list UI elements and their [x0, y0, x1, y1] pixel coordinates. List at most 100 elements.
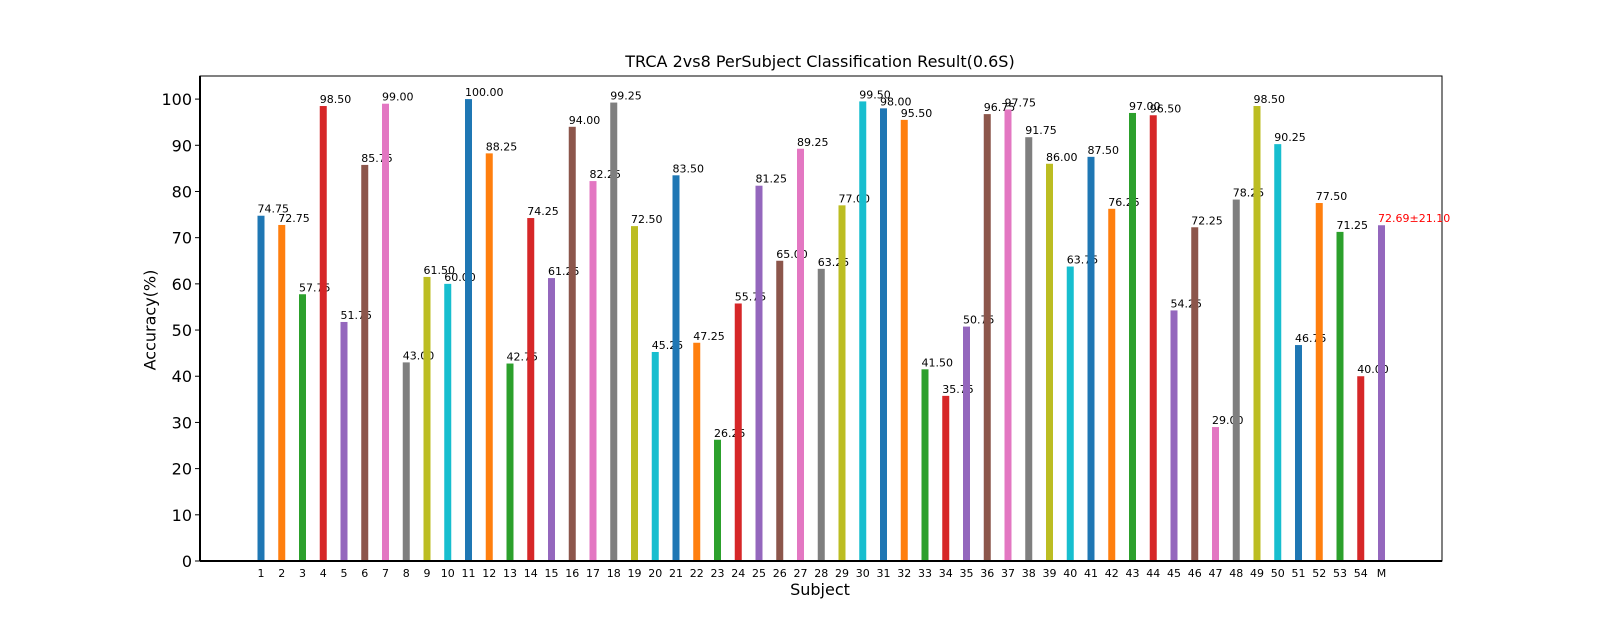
bar	[278, 224, 286, 561]
x-tick-label: 38	[1022, 567, 1036, 580]
data-label: 99.00	[382, 91, 414, 104]
x-tick-label: 25	[752, 567, 766, 580]
data-label: 98.00	[880, 95, 912, 108]
y-axis-label: Accuracy(%)	[140, 269, 160, 371]
bar	[631, 226, 638, 561]
x-tick-label: 54	[1354, 567, 1368, 580]
data-label: 90.25	[1274, 131, 1306, 144]
x-tick-label: 26	[773, 567, 787, 580]
x-tick-label: 35	[960, 567, 974, 580]
bar	[776, 260, 784, 561]
data-label: 61.50	[424, 264, 456, 277]
data-label: 72.69±21.10	[1378, 212, 1450, 225]
x-tick-label: 6	[361, 567, 368, 580]
x-tick-label: 33	[918, 567, 932, 580]
y-tick-label: 30	[172, 413, 192, 432]
x-tick-label: 41	[1084, 567, 1098, 580]
x-tick-label: 51	[1292, 567, 1306, 580]
x-tick-label: 17	[586, 567, 600, 580]
x-axis-label: Subject	[790, 580, 850, 599]
chart-title: TRCA 2vs8 PerSubject Classification Resu…	[625, 52, 1015, 71]
bar	[1378, 225, 1385, 561]
x-tick-label: 39	[1043, 567, 1057, 580]
bar	[900, 119, 908, 561]
bar	[1149, 115, 1157, 561]
x-tick-label: 49	[1250, 567, 1264, 580]
bar	[1129, 112, 1136, 561]
bar	[817, 268, 825, 561]
x-tick-label: 53	[1333, 567, 1347, 580]
x-tick-label: 24	[731, 567, 745, 580]
x-tick-label: 13	[503, 567, 517, 580]
x-tick-label: 36	[980, 567, 994, 580]
data-label: 97.00	[1129, 100, 1161, 113]
bar	[1004, 109, 1012, 561]
bar	[693, 342, 701, 561]
bar	[921, 369, 929, 561]
x-tick-label: M	[1377, 567, 1387, 580]
bar	[672, 175, 680, 562]
x-tick-label: 44	[1146, 567, 1160, 580]
bar	[548, 278, 555, 561]
y-tick-label: 80	[172, 182, 192, 201]
y-tick-label: 100	[161, 90, 192, 109]
bar	[942, 395, 950, 561]
bar	[589, 181, 597, 562]
data-label: 74.25	[527, 205, 559, 218]
x-tick-label: 28	[814, 567, 828, 580]
bar	[1253, 106, 1261, 562]
bar	[444, 283, 452, 561]
x-tick-label: 9	[424, 567, 431, 580]
bar	[1232, 199, 1240, 562]
data-label: 94.00	[569, 114, 601, 127]
data-label: 88.25	[486, 140, 518, 153]
data-label: 100.00	[465, 86, 504, 99]
bar	[610, 102, 618, 562]
bar	[568, 126, 576, 562]
x-tick-label: 43	[1126, 567, 1140, 580]
bar	[340, 321, 348, 561]
x-tick-label: 5	[341, 567, 348, 580]
y-tick-label: 20	[172, 460, 192, 479]
x-tick-label: 46	[1188, 567, 1202, 580]
y-tick-label: 0	[182, 552, 192, 571]
y-tick-label: 90	[172, 136, 192, 155]
x-tick-label: 45	[1167, 567, 1181, 580]
bar	[506, 363, 514, 561]
x-tick-label: 18	[607, 567, 621, 580]
bar	[1066, 266, 1074, 561]
x-tick-label: 50	[1271, 567, 1285, 580]
bar	[402, 362, 410, 561]
x-tick-label: 15	[545, 567, 559, 580]
x-tick-label: 7	[382, 567, 389, 580]
data-label: 96.50	[1150, 102, 1182, 115]
data-label: 95.50	[901, 107, 933, 120]
data-label: 86.00	[1046, 151, 1078, 164]
bar	[1087, 156, 1095, 562]
bar	[1357, 376, 1365, 561]
x-tick-label: 27	[794, 567, 808, 580]
bar	[1025, 137, 1033, 561]
x-tick-label: 29	[835, 567, 849, 580]
data-label: 81.25	[756, 173, 788, 186]
x-tick-label: 12	[482, 567, 496, 580]
data-label: 72.75	[278, 212, 310, 225]
data-label: 97.75	[1005, 96, 1037, 109]
bar	[1191, 227, 1199, 561]
bar	[1108, 208, 1116, 562]
bar	[361, 164, 369, 561]
data-label: 98.50	[320, 93, 352, 106]
data-label: 87.50	[1088, 144, 1120, 157]
y-tick-label: 60	[172, 275, 192, 294]
bar	[859, 101, 867, 562]
bar	[963, 326, 970, 561]
x-tick-label: 3	[299, 567, 306, 580]
x-tick-label: 22	[690, 567, 704, 580]
bar	[1212, 427, 1219, 561]
y-tick-label: 70	[172, 229, 192, 248]
bar	[838, 205, 846, 562]
data-label: 99.25	[610, 90, 642, 103]
x-tick-label: 2	[278, 567, 285, 580]
x-tick-label: 16	[565, 567, 579, 580]
